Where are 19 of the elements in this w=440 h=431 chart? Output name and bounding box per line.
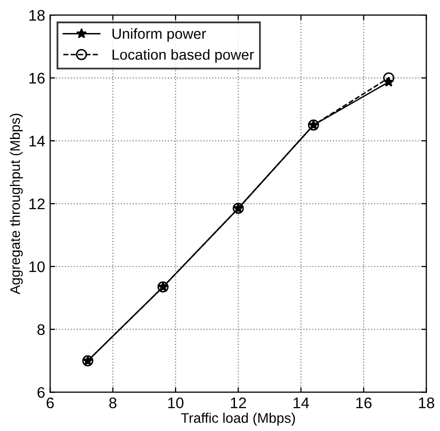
x-tick-label: 14 [294,398,310,408]
x-axis-title: Traffic load (Mbps) [181,412,295,426]
y-tick-label: 18 [29,10,45,21]
y-axis-title: Aggregate throughput (Mbps) [10,114,23,294]
legend-label: Uniform power [112,28,206,42]
y-tick-label: 6 [38,387,45,398]
y-tick-label: 8 [37,324,45,336]
y-tick-label: 16 [29,72,45,84]
legend-label: Location based power [112,49,254,63]
x-tick-label: 16 [356,397,372,408]
y-tick-label: 14 [29,136,45,146]
x-tick-label: 8 [109,397,116,408]
x-tick-label: 18 [419,397,434,408]
y-tick-label: 12 [29,198,45,210]
point [383,72,394,84]
x-tick-label: 10 [168,397,184,408]
x-tick-label: 12 [230,397,246,408]
x-tick-label: 6 [46,397,54,408]
y-tick-label: 10 [29,261,45,272]
